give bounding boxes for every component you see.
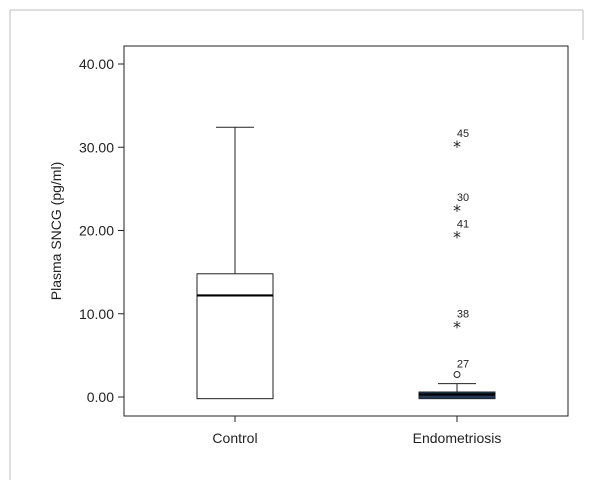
y-tick-label: 20.00 [79,223,114,239]
y-tick-label: 30.00 [79,139,114,155]
outlier-circle [453,371,461,379]
y-axis-ticks: 0.00 10.00 20.00 30.00 40.00 [79,56,124,405]
y-tick-label: 40.00 [79,56,114,72]
box-iqr [196,273,274,400]
outlier-label: 45 [457,128,469,140]
x-category-label: Control [212,430,257,446]
outlier-label: 41 [457,219,469,231]
outlier-label: 30 [457,192,469,204]
x-axis-ticks: Control Endometriosis [212,416,501,446]
outlier-label: 38 [457,309,469,321]
outlier-star: * [453,201,461,220]
plot-area [123,45,569,417]
y-tick-label: 0.00 [87,389,114,405]
outlier-label: 27 [457,359,469,371]
outlier-star: * [453,318,461,337]
y-tick-label: 10.00 [79,306,114,322]
outlier-star: * [453,228,461,247]
outlier-star: * [453,137,461,156]
box-endometriosis: 27*38*41*30*45 [418,128,496,400]
y-axis-title: Plasma SNCG (pg/ml) [48,162,64,300]
x-category-label: Endometriosis [413,430,502,446]
box-control [196,126,274,400]
boxes-group: 27*38*41*30*45 [196,126,496,400]
